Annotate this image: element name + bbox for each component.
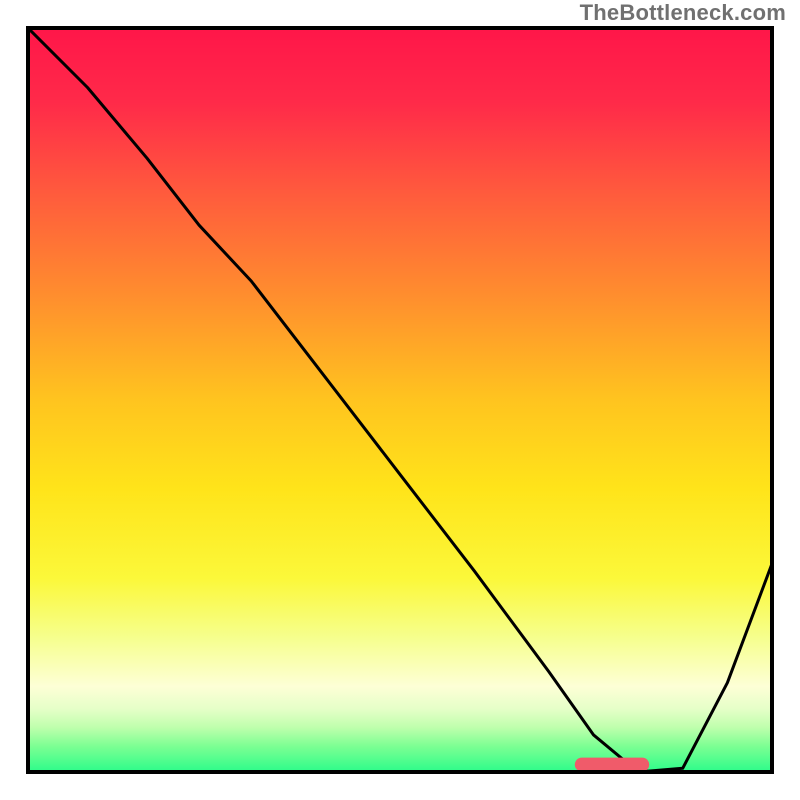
- watermark-text: TheBottleneck.com: [580, 0, 786, 26]
- chart-background: [28, 28, 772, 772]
- bottleneck-chart: [0, 0, 800, 800]
- optimal-range-marker: [575, 758, 649, 772]
